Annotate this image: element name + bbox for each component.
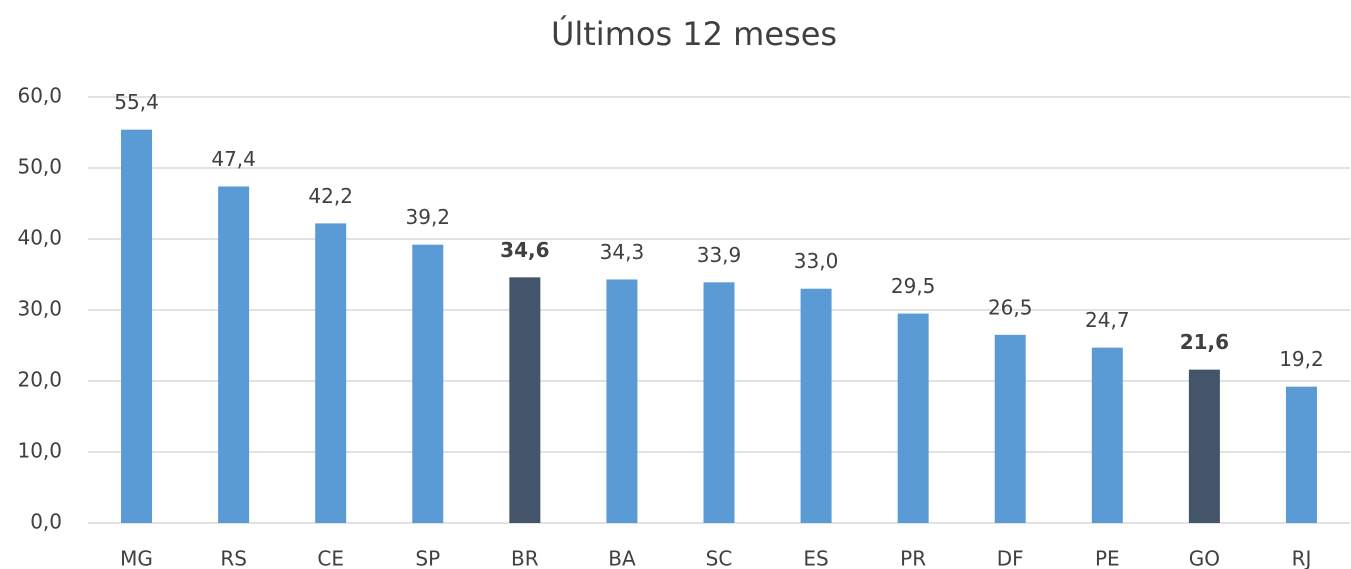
y-tick-label: 20,0	[17, 368, 62, 392]
bar	[315, 223, 347, 523]
bar	[897, 313, 929, 523]
data-label: 33,9	[697, 243, 742, 267]
data-label: 26,5	[988, 295, 1033, 319]
y-tick-label: 60,0	[17, 84, 62, 108]
chart-title: Últimos 12 meses	[551, 14, 837, 53]
x-tick-label: PR	[900, 547, 926, 569]
data-label: 21,6	[1180, 330, 1229, 354]
bar	[412, 244, 444, 523]
bar	[1285, 386, 1317, 523]
x-tick-label: RJ	[1292, 547, 1312, 569]
bar	[703, 282, 735, 523]
bar	[606, 279, 638, 523]
bar	[1091, 347, 1123, 523]
data-label: 47,4	[211, 147, 256, 171]
x-tick-label: CE	[317, 547, 344, 569]
x-tick-label: RS	[220, 547, 247, 569]
data-label: 42,2	[308, 184, 353, 208]
x-tick-label: BR	[511, 547, 539, 569]
x-tick-label: SP	[415, 547, 440, 569]
bar	[994, 334, 1026, 523]
y-tick-label: 40,0	[17, 226, 62, 250]
bar	[509, 277, 541, 523]
y-tick-label: 50,0	[17, 155, 62, 179]
bar	[121, 129, 153, 523]
data-label: 34,3	[600, 240, 645, 264]
x-tick-label: PE	[1095, 547, 1120, 569]
x-tick-label: SC	[706, 547, 733, 569]
data-label: 55,4	[114, 90, 159, 114]
x-tick-label: MG	[120, 547, 153, 569]
data-label: 29,5	[891, 274, 936, 298]
data-label: 19,2	[1279, 347, 1324, 371]
data-label: 24,7	[1085, 308, 1130, 332]
bar	[800, 288, 832, 523]
y-tick-label: 30,0	[17, 297, 62, 321]
x-tick-label: ES	[803, 547, 828, 569]
x-tick-label: DF	[997, 547, 1024, 569]
data-label: 33,0	[794, 249, 839, 273]
data-label: 34,6	[500, 238, 549, 262]
data-label: 39,2	[406, 205, 451, 229]
bar	[1188, 369, 1220, 523]
y-tick-label: 10,0	[17, 439, 62, 463]
x-tick-label: GO	[1189, 547, 1220, 569]
x-tick-label: BA	[608, 547, 636, 569]
y-tick-label: 0,0	[30, 510, 62, 534]
bar	[218, 186, 250, 523]
